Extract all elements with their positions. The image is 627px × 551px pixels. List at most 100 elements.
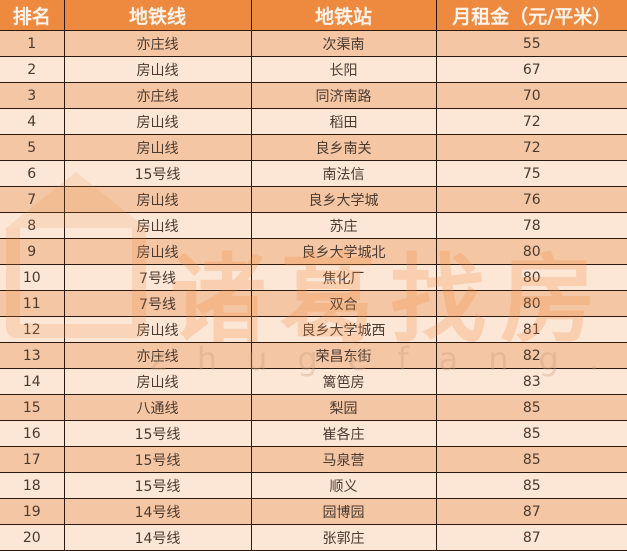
cell-rent: 72 [435, 134, 627, 161]
table-row: 20 14号线 张郭庄 87 [0, 524, 627, 551]
header-rank: 排名 [0, 0, 65, 31]
cell-rank: 17 [0, 446, 65, 473]
cell-rank: 19 [0, 498, 65, 525]
table-row: 3 亦庄线 同济南路 70 [0, 82, 627, 109]
cell-rent: 87 [435, 524, 627, 551]
cell-rent: 81 [435, 316, 627, 343]
cell-station: 良乡大学城西 [250, 316, 437, 343]
table-row: 12 房山线 良乡大学城西 81 [0, 316, 627, 343]
header-rent: 月租金（元/平米） [435, 0, 627, 31]
table-row: 15 八通线 梨园 85 [0, 394, 627, 421]
cell-station: 张郭庄 [250, 524, 437, 551]
cell-rent: 80 [435, 238, 627, 265]
cell-station: 双合 [250, 290, 437, 317]
cell-line: 14号线 [63, 498, 252, 525]
table-row: 16 15号线 崔各庄 85 [0, 420, 627, 447]
cell-station: 同济南路 [250, 82, 437, 109]
cell-station: 梨园 [250, 394, 437, 421]
cell-station: 苏庄 [250, 212, 437, 239]
cell-line: 房山线 [63, 316, 252, 343]
header-row: 排名 地铁线 地铁站 月租金（元/平米） [0, 0, 627, 31]
cell-rank: 18 [0, 472, 65, 499]
cell-rent: 83 [435, 368, 627, 395]
cell-line: 15号线 [63, 446, 252, 473]
cell-rank: 11 [0, 290, 65, 317]
table-row: 6 15号线 南法信 75 [0, 160, 627, 187]
cell-rank: 13 [0, 342, 65, 369]
cell-rank: 1 [0, 30, 65, 57]
cell-line: 亦庄线 [63, 82, 252, 109]
cell-station: 崔各庄 [250, 420, 437, 447]
cell-station: 篱笆房 [250, 368, 437, 395]
cell-line: 亦庄线 [63, 30, 252, 57]
cell-line: 15号线 [63, 472, 252, 499]
cell-station: 良乡大学城 [250, 186, 437, 213]
cell-rank: 16 [0, 420, 65, 447]
cell-station: 马泉营 [250, 446, 437, 473]
cell-rent: 82 [435, 342, 627, 369]
cell-station: 南法信 [250, 160, 437, 187]
cell-station: 良乡大学城北 [250, 238, 437, 265]
cell-rank: 5 [0, 134, 65, 161]
cell-rank: 10 [0, 264, 65, 291]
cell-rent: 75 [435, 160, 627, 187]
table-row: 11 7号线 双合 80 [0, 290, 627, 317]
cell-line: 7号线 [63, 290, 252, 317]
cell-rank: 12 [0, 316, 65, 343]
cell-rank: 7 [0, 186, 65, 213]
table-row: 7 房山线 良乡大学城 76 [0, 186, 627, 213]
cell-line: 房山线 [63, 134, 252, 161]
cell-rent: 76 [435, 186, 627, 213]
cell-line: 房山线 [63, 108, 252, 135]
table-row: 19 14号线 园博园 87 [0, 498, 627, 525]
cell-rent: 85 [435, 472, 627, 499]
cell-line: 八通线 [63, 394, 252, 421]
cell-rent: 55 [435, 30, 627, 57]
cell-station: 园博园 [250, 498, 437, 525]
cell-rank: 20 [0, 524, 65, 551]
cell-rent: 85 [435, 394, 627, 421]
cell-rank: 9 [0, 238, 65, 265]
header-line: 地铁线 [63, 0, 252, 31]
cell-line: 亦庄线 [63, 342, 252, 369]
cell-rent: 85 [435, 446, 627, 473]
cell-rent: 70 [435, 82, 627, 109]
cell-line: 15号线 [63, 420, 252, 447]
table-row: 9 房山线 良乡大学城北 80 [0, 238, 627, 265]
header-station: 地铁站 [250, 0, 437, 31]
cell-line: 15号线 [63, 160, 252, 187]
table-row: 18 15号线 顺义 85 [0, 472, 627, 499]
table-row: 13 亦庄线 荣昌东街 82 [0, 342, 627, 369]
cell-line: 房山线 [63, 212, 252, 239]
cell-line: 房山线 [63, 238, 252, 265]
cell-rent: 80 [435, 290, 627, 317]
cell-rank: 15 [0, 394, 65, 421]
table-row: 5 房山线 良乡南关 72 [0, 134, 627, 161]
cell-rank: 3 [0, 82, 65, 109]
cell-rent: 85 [435, 420, 627, 447]
cell-station: 稻田 [250, 108, 437, 135]
cell-station: 顺义 [250, 472, 437, 499]
cell-station: 焦化厂 [250, 264, 437, 291]
cell-rent: 87 [435, 498, 627, 525]
cell-line: 房山线 [63, 186, 252, 213]
cell-line: 房山线 [63, 56, 252, 83]
cell-rent: 67 [435, 56, 627, 83]
cell-rent: 78 [435, 212, 627, 239]
table-row: 2 房山线 长阳 67 [0, 56, 627, 83]
cell-line: 7号线 [63, 264, 252, 291]
table-row: 1 亦庄线 次渠南 55 [0, 30, 627, 57]
cell-rent: 72 [435, 108, 627, 135]
cell-station: 良乡南关 [250, 134, 437, 161]
cell-line: 房山线 [63, 368, 252, 395]
cell-station: 荣昌东街 [250, 342, 437, 369]
cell-station: 长阳 [250, 56, 437, 83]
table-row: 4 房山线 稻田 72 [0, 108, 627, 135]
cell-rank: 4 [0, 108, 65, 135]
cell-rank: 2 [0, 56, 65, 83]
table-row: 10 7号线 焦化厂 80 [0, 264, 627, 291]
cell-rent: 80 [435, 264, 627, 291]
cell-rank: 14 [0, 368, 65, 395]
cell-station: 次渠南 [250, 30, 437, 57]
table-row: 14 房山线 篱笆房 83 [0, 368, 627, 395]
